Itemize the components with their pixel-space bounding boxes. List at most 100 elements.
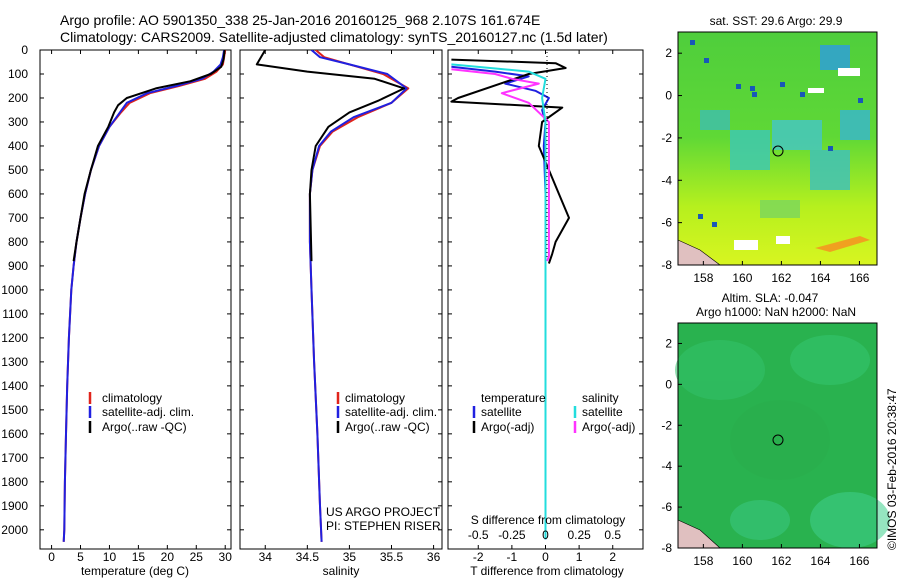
depth-tick-label: 300 — [8, 115, 28, 129]
temperature-xlabel: temperature (deg C) — [81, 564, 189, 578]
figure-title-line1: Argo profile: AO 5901350_338 25-Jan-2016… — [60, 12, 540, 28]
x-tick-label: 10 — [103, 550, 117, 564]
lon-tick-label: 158 — [693, 271, 713, 285]
sla-map: 158 160 162 164 166 2 0 -2 -4 -6 -8 — [661, 322, 890, 568]
salinity-series — [255, 50, 410, 542]
series-line-0 — [451, 65, 550, 540]
lat-tick-label: 2 — [665, 336, 672, 350]
depth-tick-label: 1500 — [1, 403, 28, 417]
legend-label-sal-satellite: satellite — [582, 405, 623, 419]
x-tick-label: 5 — [77, 550, 84, 564]
difference-xlabel: T difference from climatology — [470, 564, 624, 578]
lat-tick-label: 0 — [665, 89, 672, 103]
sst-warm-streak — [815, 236, 870, 252]
x-tick-label: 15 — [132, 550, 146, 564]
lat-tick-label: -6 — [661, 500, 672, 514]
lat-tick-label: -2 — [661, 131, 672, 145]
depth-tick-label: 400 — [8, 139, 28, 153]
imos-credit: ©IMOS 03-Feb-2016 20:38:47 — [885, 388, 899, 550]
salinity-ticks: 34 34.5 35 35.5 36 — [240, 49, 442, 564]
legend-label-argo: Argo(..raw -QC) — [102, 420, 187, 434]
depth-tick-label: 1900 — [1, 499, 28, 513]
project-annotation-line2: PI: STEPHEN RISER — [326, 519, 441, 533]
legend-label-climatology: climatology — [102, 391, 162, 405]
depth-tick-label: 1000 — [1, 283, 28, 297]
legend-label-climatology: climatology — [345, 391, 405, 405]
series-line-0 — [308, 50, 410, 542]
lon-tick-label: 158 — [693, 554, 713, 568]
series-line-0 — [62, 50, 227, 542]
depth-tick-labels: 0 100 200 300 400 500 600 700 800 900 1000 1100 1200… — [1, 43, 28, 537]
lon-tick-label: 162 — [771, 554, 791, 568]
depth-tick-label: 100 — [8, 67, 28, 81]
depth-tick-label: 600 — [8, 187, 28, 201]
x-tick-label: 34 — [259, 550, 273, 564]
lat-tick-label: -8 — [661, 541, 672, 555]
sla-map-title-line1: Altim. SLA: -0.047 — [722, 291, 819, 305]
x-tick-label: 20 — [161, 550, 175, 564]
lon-tick-label: 166 — [849, 554, 869, 568]
legend-label-satellite-adj: satellite-adj. clim. — [102, 405, 194, 419]
sst-map: 158 160 162 164 166 2 0 -2 -4 -6 -8 — [661, 31, 878, 285]
lon-tick-label: 162 — [771, 271, 791, 285]
depth-tick-label: 1400 — [1, 379, 28, 393]
depth-tick-label: 1100 — [2, 307, 28, 321]
depth-tick-label: 500 — [8, 163, 28, 177]
sla-map-ticks: 158 160 162 164 166 2 0 -2 -4 -6 -8 — [661, 336, 869, 568]
difference-series — [450, 58, 570, 540]
salinity-difference-tick-label: 0.25 — [567, 528, 591, 542]
sla-map-frame — [677, 322, 878, 549]
depth-tick-label: 2000 — [1, 523, 28, 537]
sst-cool-patches — [700, 45, 870, 218]
series-line-2 — [451, 68, 550, 262]
legend-label-argo: Argo(..raw -QC) — [345, 420, 430, 434]
depth-tick-label: 1800 — [1, 475, 28, 489]
sst-map-title: sat. SST: 29.6 Argo: 29.9 — [710, 14, 843, 28]
series-line-1 — [450, 58, 570, 264]
legend-label-temp-satellite: satellite — [481, 405, 522, 419]
temperature-ticks: 0 5 10 15 20 25 30 — [40, 49, 232, 564]
sla-shading — [675, 335, 890, 548]
argo-location-marker-sst — [772, 145, 784, 157]
lon-tick-label: 164 — [810, 271, 830, 285]
x-tick-label: -1 — [507, 550, 518, 564]
legend-label-sal-argo: Argo(-adj) — [582, 420, 635, 434]
sst-map-frame — [677, 31, 878, 266]
x-tick-label: 25 — [190, 550, 204, 564]
salinity-xlabel: salinity — [323, 564, 360, 578]
x-tick-label: 1 — [576, 550, 583, 564]
series-line-2 — [72, 50, 226, 262]
lon-tick-label: 166 — [849, 271, 869, 285]
salinity-difference-tick-label: 0 — [542, 528, 549, 542]
lon-tick-label: 160 — [732, 271, 752, 285]
sla-map-title-line2: Argo h1000: NaN h2000: NaN — [696, 305, 856, 319]
depth-tick-label: 1200 — [1, 331, 28, 345]
salinity-difference-tick-label: -0.25 — [498, 528, 526, 542]
depth-tick-label: 1300 — [1, 355, 28, 369]
series-line-2 — [255, 50, 406, 262]
lon-tick-label: 164 — [810, 554, 830, 568]
temperature-legend: climatology satellite-adj. clim. Argo(..… — [88, 391, 194, 434]
series-line-1 — [62, 50, 226, 542]
x-tick-label: -2 — [473, 550, 484, 564]
salinity-difference-tick-labels: -0.5 -0.25 0 0.25 0.5 — [468, 528, 621, 542]
lat-tick-label: -4 — [661, 459, 672, 473]
salinity-legend: climatology satellite-adj. clim. Argo(..… — [326, 391, 441, 533]
lat-tick-label: 2 — [665, 46, 672, 60]
x-tick-label: 34.5 — [296, 550, 320, 564]
legend-title-temperature: temperature — [481, 391, 546, 405]
figure-title-line2: Climatology: CARS2009. Satellite-adjuste… — [60, 29, 608, 45]
depth-tick-label: 200 — [8, 91, 28, 105]
depth-tick-label: 900 — [8, 259, 28, 273]
difference-xlabel-top: S difference from climatology — [471, 513, 626, 527]
lat-tick-label: -8 — [661, 258, 672, 272]
x-tick-label: 36 — [427, 550, 441, 564]
depth-tick-label: 700 — [8, 211, 28, 225]
x-tick-label: 0 — [48, 550, 55, 564]
depth-tick-label: 1700 — [1, 451, 28, 465]
lat-tick-label: -2 — [661, 418, 672, 432]
legend-label-temp-argo: Argo(-adj) — [481, 420, 534, 434]
temperature-panel-frame — [39, 49, 232, 550]
difference-legend: temperature salinity satellite Argo(-adj… — [472, 391, 635, 434]
series-line-1 — [308, 50, 408, 542]
